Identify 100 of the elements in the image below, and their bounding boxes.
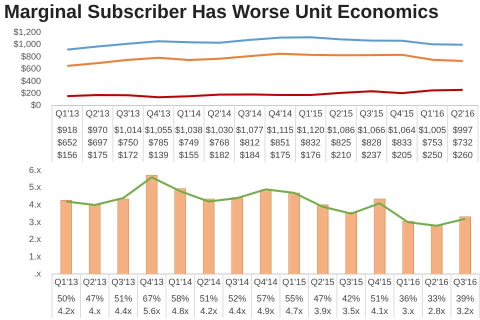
data-label: $697	[88, 138, 108, 148]
x-tick-label: Q1'16	[396, 277, 420, 288]
data-label: $918	[57, 125, 78, 136]
x-tick-label: Q1'14	[168, 277, 192, 288]
y-tick-label: $1,200	[13, 26, 41, 37]
data-label: $785	[148, 138, 169, 148]
data-label: $210	[331, 150, 352, 160]
y-tick-label: 3.x	[28, 216, 42, 227]
data-label: $1,064	[388, 125, 416, 136]
y-tick-label: .x	[34, 268, 42, 279]
data-label: $1,086	[327, 125, 355, 136]
data-label: 36%	[399, 294, 418, 304]
y-tick-label: 2.x	[28, 234, 42, 244]
data-label: 4.8x	[172, 306, 190, 316]
data-label: 47%	[314, 294, 332, 304]
data-label: $750	[118, 138, 138, 148]
data-label: 51%	[114, 294, 132, 304]
data-label: 52%	[228, 294, 246, 304]
data-label: $1,005	[418, 125, 446, 136]
data-label: $652	[57, 138, 78, 148]
data-label: 58%	[171, 294, 190, 304]
x-tick-label: Q2'13	[86, 108, 110, 119]
data-label: $250	[422, 150, 442, 160]
data-label: 4.2x	[58, 306, 76, 316]
x-tick-label: Q1'15	[282, 277, 306, 288]
y-tick-label: $1,000	[13, 39, 41, 50]
data-label: 4.9x	[257, 306, 275, 316]
data-label: $825	[331, 138, 352, 148]
data-label: $732	[452, 138, 473, 148]
data-label: $1,055	[144, 125, 172, 136]
data-label: 67%	[142, 294, 161, 304]
x-tick-label: Q3'14	[225, 277, 250, 288]
x-tick-label: Q1'13	[54, 277, 78, 288]
data-label: $139	[148, 150, 169, 160]
data-label: $176	[300, 150, 321, 160]
data-label: $970	[88, 125, 108, 136]
data-label: $156	[57, 150, 78, 160]
y-tick-label: 4.x	[28, 199, 42, 210]
data-label: $1,014	[114, 125, 142, 136]
data-label: 2.8x	[428, 306, 446, 316]
chart-title: Marginal Subscriber Has Worse Unit Economics	[3, 1, 440, 24]
data-label: 3.5x	[342, 306, 360, 316]
x-tick-label: Q4'14	[254, 277, 278, 288]
x-tick-label: Q1'16	[420, 108, 444, 119]
y-tick-label: $400	[20, 76, 41, 86]
data-label: 4.x	[88, 306, 102, 316]
data-label: $172	[118, 150, 138, 160]
data-label: $832	[300, 138, 321, 148]
data-label: $175	[270, 150, 290, 160]
data-label: 39%	[456, 294, 474, 304]
data-label: 57%	[256, 294, 275, 304]
data-label: 51%	[200, 294, 218, 304]
data-label: 50%	[57, 294, 76, 304]
data-label: $833	[392, 138, 412, 148]
y-tick-label: 1.x	[28, 251, 42, 262]
data-label: $851	[270, 138, 290, 148]
x-tick-label: Q2'14	[196, 277, 221, 288]
x-tick-label: Q2'16	[450, 108, 475, 119]
data-label: 33%	[428, 294, 446, 304]
data-label: 4.1x	[371, 306, 389, 316]
x-tick-label: Q1'14	[177, 108, 201, 119]
data-label: 47%	[86, 294, 104, 304]
data-label: $753	[422, 138, 442, 148]
y-tick-label: $0	[30, 100, 41, 110]
data-label: 5.6x	[143, 306, 161, 316]
data-label: $1,038	[175, 125, 203, 136]
data-label: $1,115	[266, 125, 294, 136]
data-label: 42%	[342, 294, 360, 304]
x-tick-label: Q4'15	[390, 108, 414, 119]
data-label: $155	[178, 150, 199, 160]
data-label: $260	[452, 150, 473, 160]
data-label: $997	[452, 125, 473, 136]
data-label: $1,030	[206, 125, 234, 136]
data-label: 51%	[370, 294, 389, 304]
data-label: $175	[88, 150, 108, 160]
data-label: $237	[361, 150, 382, 160]
data-label: 4.7x	[286, 306, 304, 316]
data-label: $184	[240, 150, 260, 160]
data-label: $1,120	[296, 125, 324, 136]
x-tick-label: Q4'13	[146, 108, 170, 119]
data-label: 55%	[285, 294, 304, 304]
data-label: $749	[178, 138, 199, 148]
data-label: $828	[361, 138, 382, 148]
x-tick-label: Q4'15	[368, 277, 392, 288]
data-label: $205	[392, 150, 412, 160]
x-tick-label: Q4'13	[140, 277, 164, 288]
y-tick-label: $800	[20, 51, 41, 62]
x-tick-label: Q3'15	[339, 277, 364, 288]
y-tick-label: $200	[20, 88, 41, 98]
x-tick-label: Q3'15	[360, 108, 384, 119]
data-label: 3.2x	[456, 306, 474, 316]
x-tick-label: Q2'16	[424, 277, 449, 288]
x-tick-label: Q3'14	[238, 108, 262, 119]
data-label: $768	[209, 138, 230, 148]
data-label: 4.4x	[114, 306, 132, 316]
x-tick-label: Q2'15	[310, 277, 335, 288]
data-label: $182	[209, 150, 230, 160]
x-tick-label: Q4'14	[268, 108, 292, 119]
x-tick-label: Q1'15	[298, 108, 323, 119]
x-tick-label: Q3'13	[111, 277, 136, 288]
